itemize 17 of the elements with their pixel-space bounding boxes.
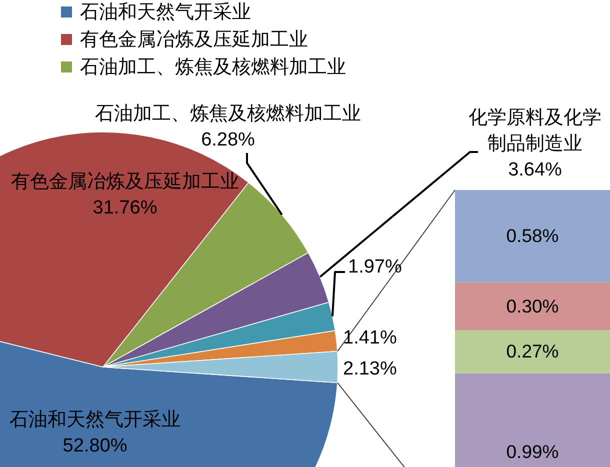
data-label: 2.13%	[343, 358, 397, 380]
slice-label: 化学原料及化学制品制造业	[468, 108, 602, 154]
legend-label: 石油加工、炼焦及核燃料加工业	[80, 57, 346, 78]
legend-label: 石油和天然气开采业	[80, 2, 251, 23]
data-label: 0.58%	[506, 225, 559, 246]
legend-label: 有色金属冶炼及压延加工业	[80, 30, 308, 50]
slice-label: 有色金属冶炼及压延加工业	[11, 172, 239, 192]
data-label: 0.30%	[506, 295, 559, 316]
data-label: 3.64%	[508, 160, 562, 180]
slice-label: 石油和天然气开采业	[10, 410, 180, 430]
slice-label: 石油加工、炼焦及核燃料加工业	[95, 104, 361, 124]
data-label: 0.27%	[506, 340, 559, 362]
data-label: 0.99%	[506, 441, 559, 462]
data-label: 52.80%	[62, 436, 128, 456]
data-label: 6.28%	[201, 130, 256, 150]
data-label: 1.41%	[343, 328, 397, 348]
data-label: 31.76%	[92, 198, 158, 218]
